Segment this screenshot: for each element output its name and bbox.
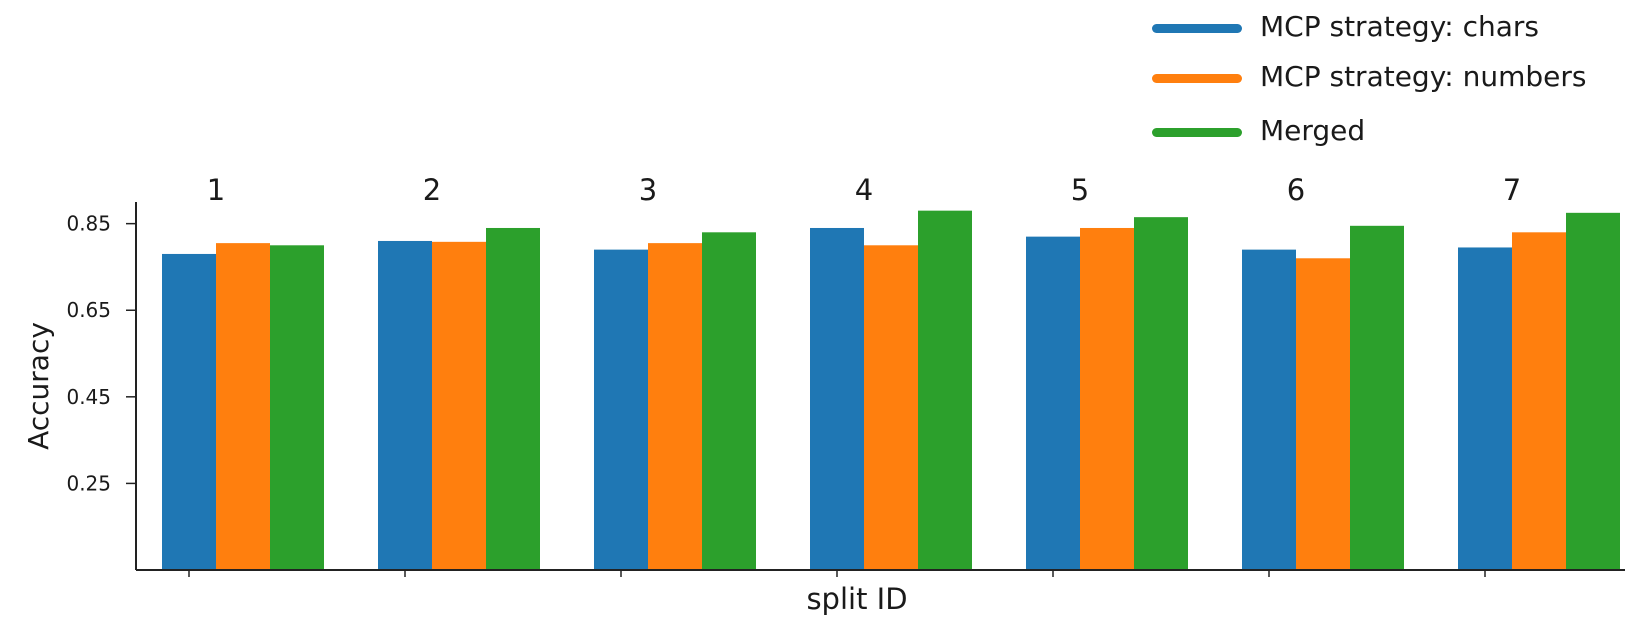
bar-merged-split-5 [1134, 217, 1188, 570]
split-id-label-6: 6 [1287, 173, 1305, 207]
y-axis-label: Accuracy [22, 322, 55, 450]
legend-item-numbers: MCP strategy: numbers [1152, 56, 1612, 96]
bar-mcp-strategy-numbers-split-7 [1512, 232, 1566, 570]
split-id-label-5: 5 [1071, 173, 1089, 207]
y-tick-label: 0.85 [66, 212, 111, 236]
legend-swatch-chars [1152, 24, 1242, 33]
category-labels-group: 1 2 3 4 5 6 7 [207, 173, 1521, 207]
bar-merged-split-7 [1566, 212, 1620, 570]
bar-mcp-strategy-chars-split-4 [810, 227, 864, 570]
bars-group [162, 210, 1620, 571]
bar-mcp-strategy-chars-split-5 [1026, 236, 1080, 570]
bar-mcp-strategy-numbers-split-5 [1080, 227, 1134, 570]
legend-swatch-merged [1152, 128, 1242, 137]
y-ticks-group: 0.25 0.45 0.65 0.85 [66, 212, 136, 495]
bar-mcp-strategy-chars-split-3 [594, 249, 648, 570]
bar-merged-split-4 [918, 210, 972, 571]
split-id-label-7: 7 [1503, 173, 1521, 207]
y-tick-label: 0.25 [66, 471, 111, 495]
split-id-label-1: 1 [207, 173, 225, 207]
y-tick-label: 0.45 [66, 385, 111, 409]
legend-label-numbers: MCP strategy: numbers [1260, 60, 1587, 93]
bar-merged-split-1 [270, 245, 324, 570]
split-id-label-3: 3 [639, 173, 657, 207]
bar-merged-split-6 [1350, 225, 1404, 570]
x-ticks-group [188, 570, 1486, 577]
bar-mcp-strategy-chars-split-2 [378, 240, 432, 570]
y-tick-label: 0.65 [66, 298, 111, 322]
bar-mcp-strategy-numbers-split-4 [864, 245, 918, 570]
bar-merged-split-3 [702, 232, 756, 570]
bar-mcp-strategy-chars-split-1 [162, 253, 216, 570]
legend-label-merged: Merged [1260, 114, 1366, 147]
legend-item-merged: Merged [1152, 110, 1612, 150]
bar-mcp-strategy-numbers-split-6 [1296, 258, 1350, 570]
legend-label-chars: MCP strategy: chars [1260, 10, 1539, 43]
bar-mcp-strategy-numbers-split-1 [216, 243, 270, 571]
bar-mcp-strategy-numbers-split-3 [648, 243, 702, 571]
split-id-label-2: 2 [423, 173, 441, 207]
bar-merged-split-2 [486, 227, 540, 570]
x-axis-label: split ID [806, 582, 907, 616]
axes-group [135, 202, 1625, 571]
bar-mcp-strategy-chars-split-7 [1458, 247, 1512, 571]
bar-mcp-strategy-numbers-split-2 [432, 241, 486, 571]
legend-swatch-numbers [1152, 74, 1242, 83]
split-id-label-4: 4 [855, 173, 873, 207]
legend-item-chars: MCP strategy: chars [1152, 6, 1612, 46]
bar-mcp-strategy-chars-split-6 [1242, 249, 1296, 570]
